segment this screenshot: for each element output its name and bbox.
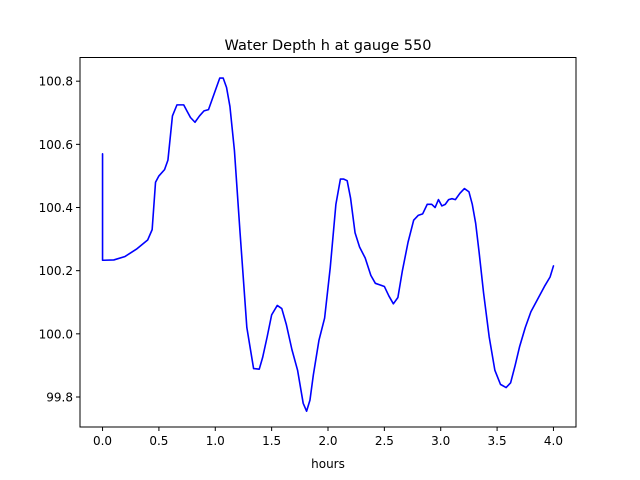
series-line-1 bbox=[101, 77, 555, 413]
x-tick-label: 2.0 bbox=[318, 434, 337, 448]
y-tick-label: 100.4 bbox=[39, 201, 73, 215]
x-tick-label: 1.0 bbox=[206, 434, 225, 448]
axes-frame bbox=[79, 57, 577, 428]
x-tick-label: 4.0 bbox=[544, 434, 563, 448]
y-tick-label: 100.2 bbox=[39, 264, 73, 278]
x-tick-label: 3.0 bbox=[431, 434, 450, 448]
plot-area bbox=[101, 77, 555, 413]
x-axis: 0.0 0.5 1.0 1.5 2.0 2.5 3.0 3.5 4.0 bbox=[93, 427, 563, 448]
chart-title: Water Depth h at gauge 550 bbox=[225, 38, 432, 54]
x-tick-label: 2.5 bbox=[375, 434, 394, 448]
y-axis: 99.8 100.0 100.2 100.4 100.6 100.8 bbox=[39, 75, 80, 404]
x-tick-label: 1.5 bbox=[262, 434, 281, 448]
x-tick-label: 3.5 bbox=[488, 434, 507, 448]
y-tick-label: 100.6 bbox=[39, 138, 73, 152]
y-tick-label: 100.0 bbox=[39, 327, 73, 341]
y-tick-label: 100.8 bbox=[39, 75, 73, 89]
y-tick-label: 99.8 bbox=[46, 390, 73, 404]
x-tick-label: 0.0 bbox=[93, 434, 112, 448]
x-axis-label: hours bbox=[311, 457, 345, 471]
x-tick-label: 0.5 bbox=[149, 434, 168, 448]
